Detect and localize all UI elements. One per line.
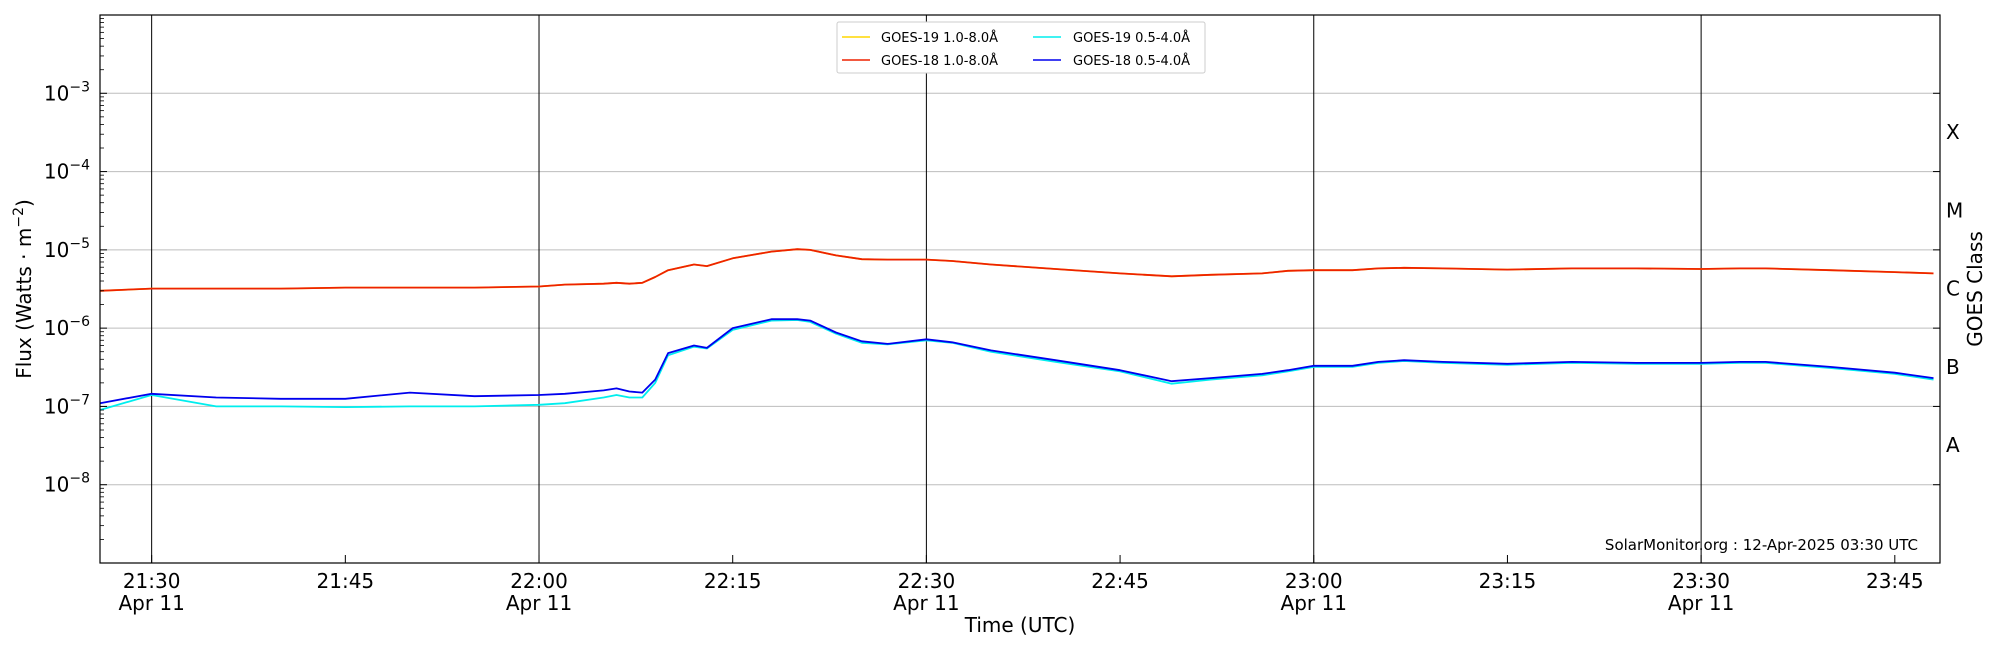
x-tick-time-label: 23:30 xyxy=(1672,569,1730,593)
x-tick-time-label: 23:00 xyxy=(1285,569,1343,593)
y-tick-label: 10−6 xyxy=(44,314,90,340)
goes-class-label: A xyxy=(1946,433,1960,457)
y-tick-label: 10−7 xyxy=(44,392,90,418)
plot-frame xyxy=(99,14,1941,564)
legend-label-goes19-short: GOES-19 0.5-4.0Å xyxy=(1073,30,1190,46)
legend-label-goes18-long: GOES-18 1.0-8.0Å xyxy=(881,53,998,69)
x-tick-time-label: 22:15 xyxy=(704,569,762,593)
y-tick-label: 10−5 xyxy=(44,236,90,262)
y-tick-label: 10−4 xyxy=(44,158,90,184)
goes-class-label: X xyxy=(1946,120,1960,144)
x-tick-time-label: 22:00 xyxy=(510,569,568,593)
x-tick-time-label: 22:30 xyxy=(898,569,956,593)
goes-class-label: B xyxy=(1946,355,1960,379)
y-tick-label: 10−3 xyxy=(44,79,90,105)
goes-class-label: M xyxy=(1946,198,1963,222)
series-line xyxy=(99,318,1934,405)
grid-lines xyxy=(100,15,1940,563)
x-tick-date-label: Apr 11 xyxy=(118,591,184,615)
x-tick-date-label: Apr 11 xyxy=(1281,591,1347,615)
legend-label-goes18-short: GOES-18 0.5-4.0Å xyxy=(1073,53,1190,69)
x-tick-time-label: 22:45 xyxy=(1091,569,1149,593)
x-tick-time-label: 23:45 xyxy=(1866,569,1924,593)
x-tick-time-label: 23:15 xyxy=(1479,569,1537,593)
series-line xyxy=(99,248,1934,292)
legend-label-goes19-long: GOES-19 1.0-8.0Å xyxy=(881,30,998,46)
y-tick-label: 10−8 xyxy=(44,471,90,497)
x-tick-date-label: Apr 11 xyxy=(506,591,572,615)
x-tick-time-label: 21:45 xyxy=(317,569,375,593)
x-tick-date-label: Apr 11 xyxy=(1668,591,1734,615)
watermark: SolarMonitor.org : 12-Apr-2025 03:30 UTC xyxy=(1605,536,1918,554)
x-tick-date-label: Apr 11 xyxy=(893,591,959,615)
right-axis-title: GOES Class xyxy=(1963,231,1987,347)
goes-class-label: C xyxy=(1946,277,1960,301)
y-axis-title: Flux (Watts · m−2) xyxy=(11,199,36,379)
x-axis-title: Time (UTC) xyxy=(964,613,1076,637)
x-tick-time-label: 21:30 xyxy=(123,569,181,593)
series-lines xyxy=(99,248,1934,411)
legend-box xyxy=(836,21,1206,74)
legend: GOES-19 1.0-8.0Å GOES-18 1.0-8.0Å GOES-1… xyxy=(836,21,1206,74)
